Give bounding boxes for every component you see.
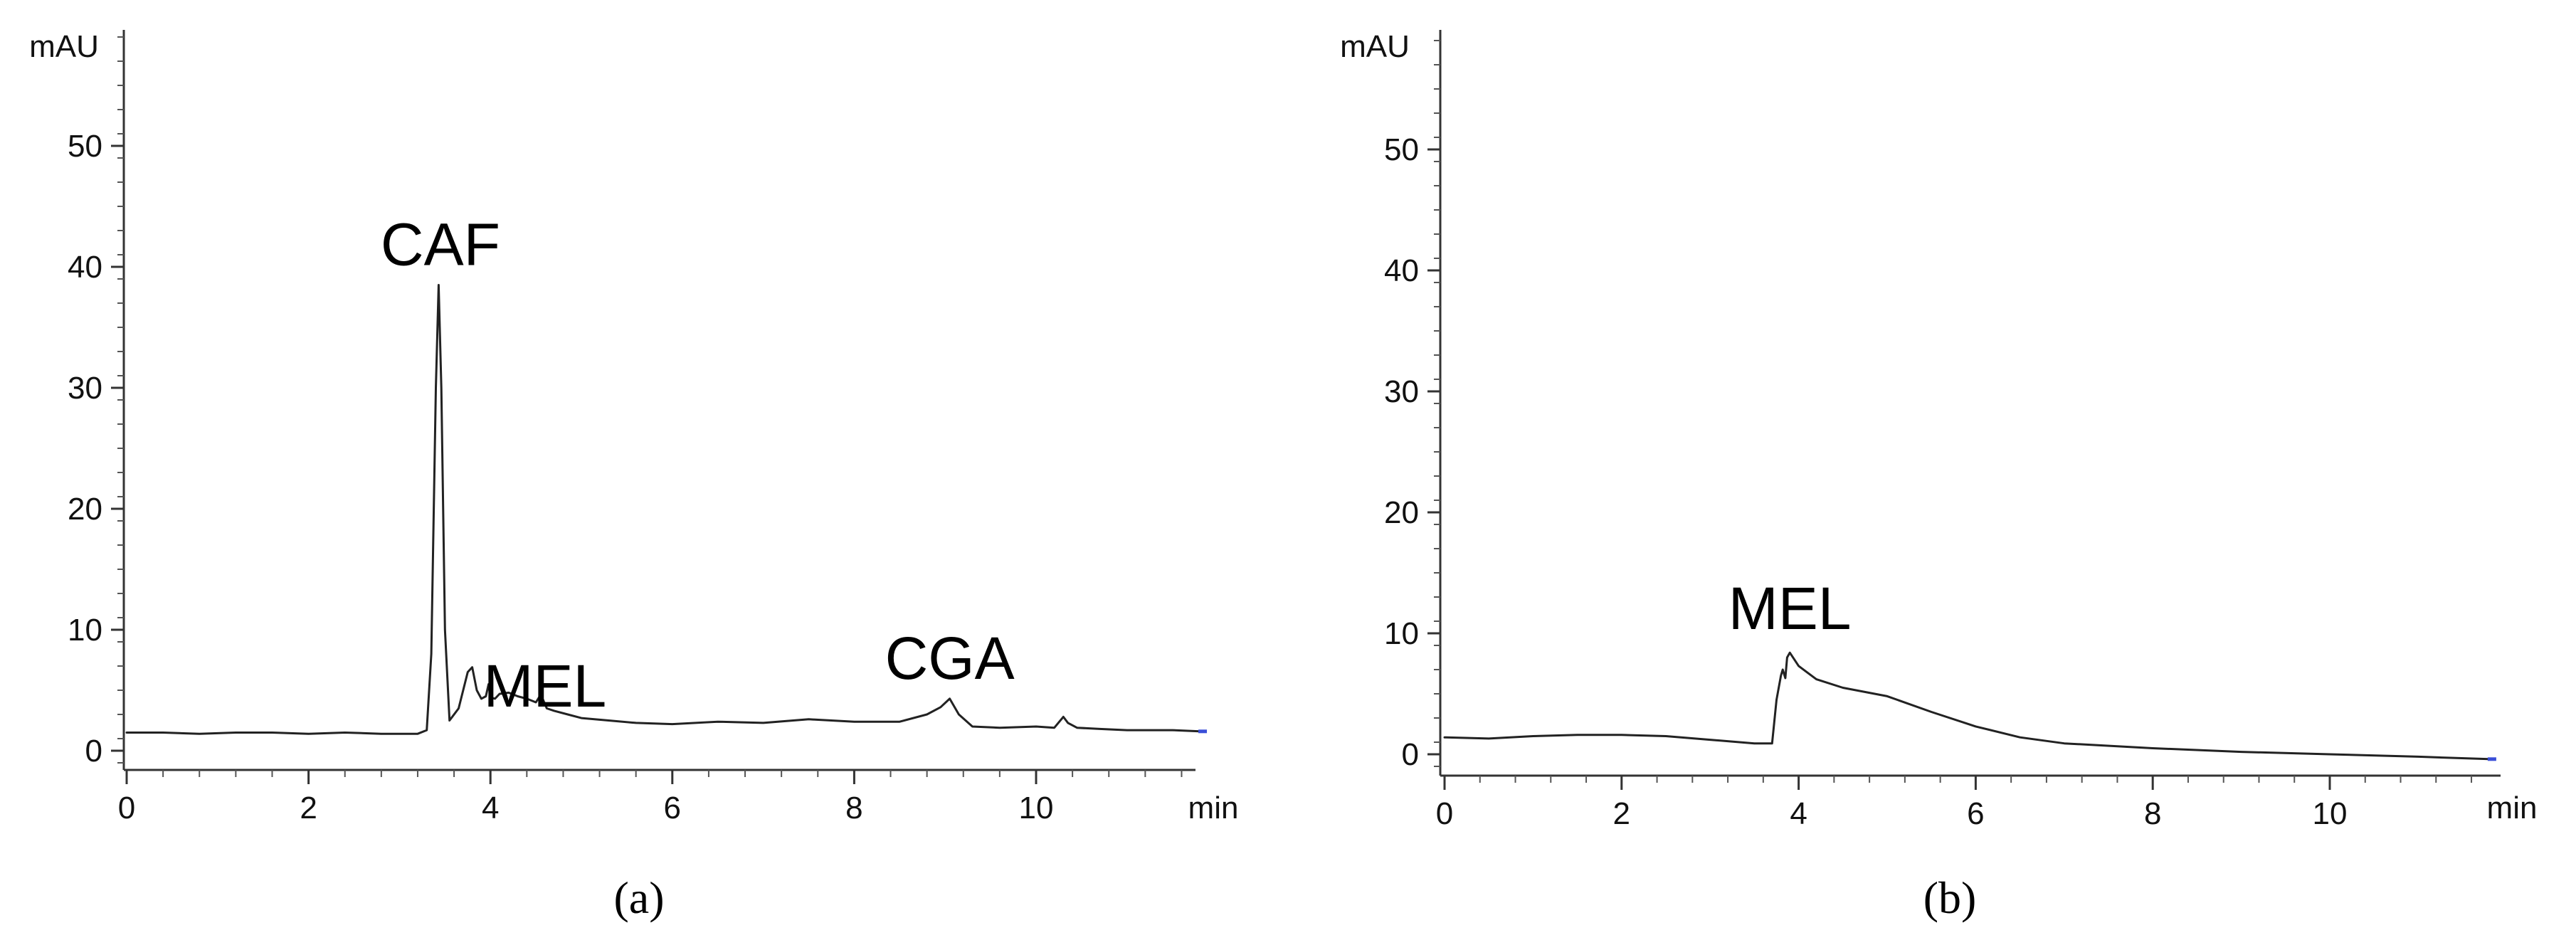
x-tick-label-b: 10 xyxy=(2313,796,2348,831)
y-tick-label-a: 50 xyxy=(68,129,102,164)
panel-caption-a: (a) xyxy=(613,872,664,923)
y-tick-label-a: 0 xyxy=(85,734,102,769)
x-tick-label-a: 4 xyxy=(482,791,499,825)
y-tick-label-a: 10 xyxy=(68,613,102,648)
x-tick-label-a: 0 xyxy=(118,791,135,825)
x-tick-label-b: 4 xyxy=(1790,796,1807,831)
y-tick-label-a: 20 xyxy=(68,492,102,527)
y-tick-label-b: 30 xyxy=(1384,374,1419,409)
peak-label-mel-a: MEL xyxy=(484,653,607,719)
y-unit-label-a: mAU xyxy=(29,29,99,64)
y-tick-label-b: 50 xyxy=(1384,132,1419,167)
x-tick-label-a: 10 xyxy=(1019,791,1054,825)
y-tick-label-b: 40 xyxy=(1384,253,1419,288)
peak-label-cga-a: CGA xyxy=(885,625,1015,692)
y-tick-label-b: 20 xyxy=(1384,495,1419,530)
x-tick-label-a: 2 xyxy=(300,791,317,825)
y-tick-label-a: 40 xyxy=(68,250,102,285)
x-unit-label-a: min xyxy=(1188,791,1239,825)
chromatogram-trace-b xyxy=(1443,651,2491,761)
x-tick-label-b: 0 xyxy=(1436,796,1453,831)
y-unit-label-b: mAU xyxy=(1340,29,1410,64)
y-tick-label-a: 30 xyxy=(68,371,102,406)
chromatogram-trace-a xyxy=(125,284,1201,735)
x-unit-label-b: min xyxy=(2487,791,2538,825)
y-tick-label-b: 10 xyxy=(1384,616,1419,651)
x-tick-label-b: 8 xyxy=(2144,796,2161,831)
x-tick-label-a: 6 xyxy=(664,791,681,825)
x-tick-label-b: 6 xyxy=(1967,796,1984,831)
x-tick-label-a: 8 xyxy=(845,791,862,825)
chromatogram-panel-a: 0 10 20 30 40 50 0 2 4 6 8 10 mAU min CAF MEL CGA (a) xyxy=(29,29,1238,923)
peak-label-mel-b: MEL xyxy=(1728,575,1852,642)
x-tick-label-b: 2 xyxy=(1613,796,1630,831)
chromatogram-panel-b: 0 10 20 30 40 50 0 2 4 6 8 10 mAU min MEL (b) xyxy=(1340,29,2537,923)
panel-caption-b: (b) xyxy=(1923,872,1977,923)
peak-label-caf-a: CAF xyxy=(381,211,500,278)
y-tick-label-b: 0 xyxy=(1402,737,1419,772)
